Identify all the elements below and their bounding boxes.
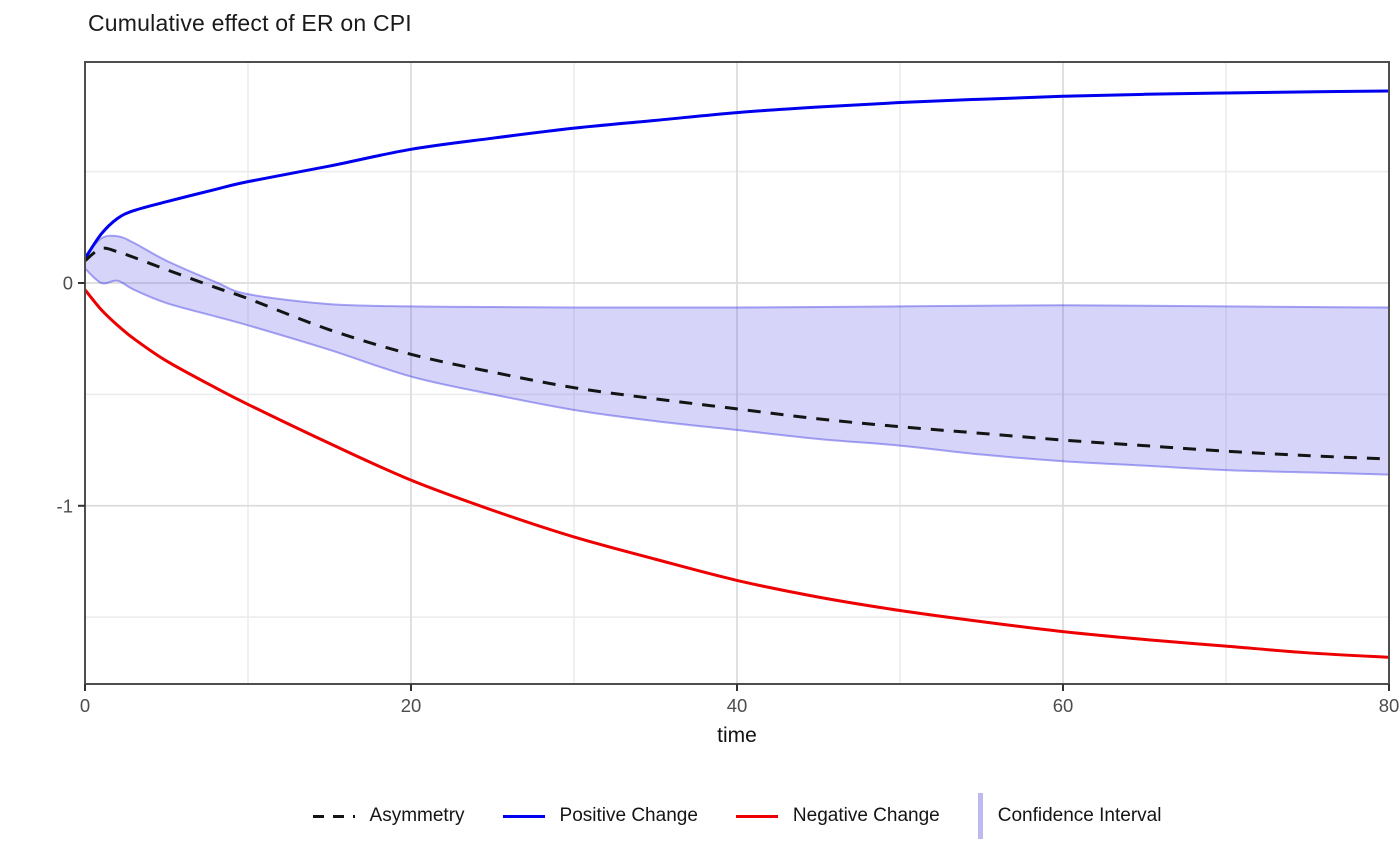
- dashed-line-key-icon: [312, 814, 355, 818]
- legend-item-positive-change: Positive Change: [502, 805, 698, 827]
- positive-line-key-icon: [502, 814, 545, 818]
- series-positive-change: [83, 89, 1390, 260]
- x-axis-title: time: [717, 724, 757, 747]
- y-tick-label: 0: [63, 272, 73, 293]
- legend-label-asymmetry: Asymmetry: [369, 805, 465, 826]
- x-axis-ticks: 0 20 40 60 80: [80, 684, 1399, 716]
- legend: Asymmetry Positive Change Negative Chang…: [85, 793, 1389, 839]
- legend-item-confidence-interval: Confidence Interval: [977, 793, 1162, 839]
- legend-item-asymmetry: Asymmetry: [312, 805, 465, 827]
- legend-label-confidence-interval: Confidence Interval: [997, 805, 1162, 826]
- x-tick-label: 0: [80, 695, 90, 716]
- series-negative-change: [83, 288, 1390, 659]
- x-tick-label: 60: [1053, 695, 1074, 716]
- chart-title: Cumulative effect of ER on CPI: [88, 10, 412, 36]
- y-axis-ticks: 0 -1: [57, 272, 85, 516]
- x-tick-label: 20: [401, 695, 422, 716]
- y-tick-label: -1: [57, 495, 73, 516]
- legend-label-negative-change: Negative Change: [792, 805, 940, 826]
- series-asymmetry: [84, 246, 1390, 461]
- chart-canvas: 0 20 40 60 80 0 -1: [57, 61, 1399, 716]
- confidence-band: [84, 234, 1390, 476]
- x-tick-label: 80: [1379, 695, 1400, 716]
- legend-item-negative-change: Negative Change: [735, 805, 940, 827]
- legend-label-positive-change: Positive Change: [559, 805, 698, 826]
- x-tick-label: 40: [727, 695, 748, 716]
- negative-line-key-icon: [735, 814, 778, 818]
- confidence-band-key-icon: [977, 793, 983, 839]
